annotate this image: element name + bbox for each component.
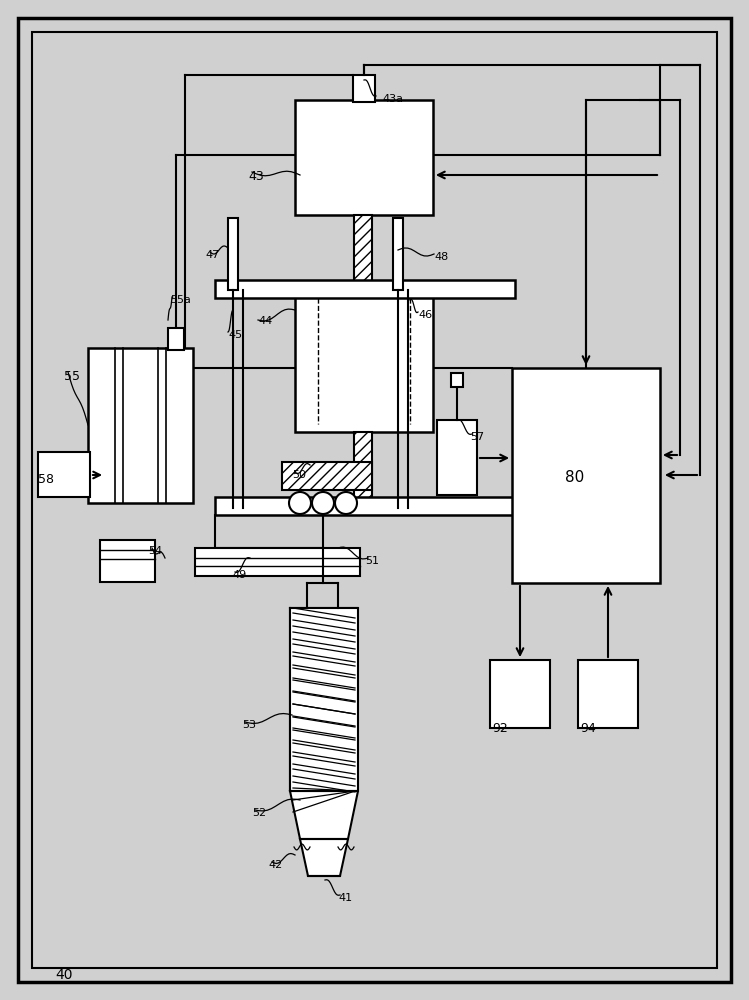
Text: 50: 50 (292, 470, 306, 480)
Bar (490, 660, 550, 728)
Circle shape (312, 492, 334, 514)
Text: 40: 40 (55, 968, 73, 982)
Bar (282, 462, 372, 490)
Bar (295, 290, 433, 432)
Text: 55a: 55a (170, 295, 191, 305)
Text: 41: 41 (338, 893, 352, 903)
Text: 42: 42 (268, 860, 282, 870)
Text: 44: 44 (258, 316, 272, 326)
Bar (512, 368, 660, 583)
Bar (353, 75, 375, 102)
Text: 53: 53 (242, 720, 256, 730)
Bar (290, 608, 358, 791)
Text: 54: 54 (148, 546, 162, 556)
Bar (354, 432, 372, 507)
Circle shape (289, 492, 311, 514)
Bar (451, 373, 463, 387)
Bar (215, 497, 515, 515)
Bar (578, 660, 638, 728)
Text: 57: 57 (470, 432, 484, 442)
Bar (437, 420, 477, 495)
Bar (100, 540, 155, 582)
Text: 45: 45 (228, 330, 242, 340)
Bar (354, 215, 372, 290)
Bar (168, 328, 184, 350)
Text: 52: 52 (252, 808, 266, 818)
Text: 51: 51 (365, 556, 379, 566)
Polygon shape (290, 791, 358, 839)
Text: 92: 92 (492, 722, 508, 735)
Text: 43a: 43a (382, 94, 403, 104)
Text: 55: 55 (64, 370, 80, 383)
Text: 49: 49 (232, 570, 246, 580)
Bar (228, 218, 238, 290)
Polygon shape (290, 608, 358, 791)
Text: 58: 58 (38, 473, 54, 486)
Text: 46: 46 (418, 310, 432, 320)
Bar (393, 218, 403, 290)
Bar (195, 548, 360, 576)
Text: 47: 47 (205, 250, 219, 260)
Text: 48: 48 (434, 252, 448, 262)
Bar (88, 348, 193, 503)
Text: 43: 43 (248, 170, 264, 183)
Text: 80: 80 (565, 470, 584, 485)
Text: 94: 94 (580, 722, 595, 735)
Circle shape (335, 492, 357, 514)
Polygon shape (300, 839, 348, 876)
Bar (295, 100, 433, 215)
Bar (38, 452, 90, 497)
Bar (215, 280, 515, 298)
